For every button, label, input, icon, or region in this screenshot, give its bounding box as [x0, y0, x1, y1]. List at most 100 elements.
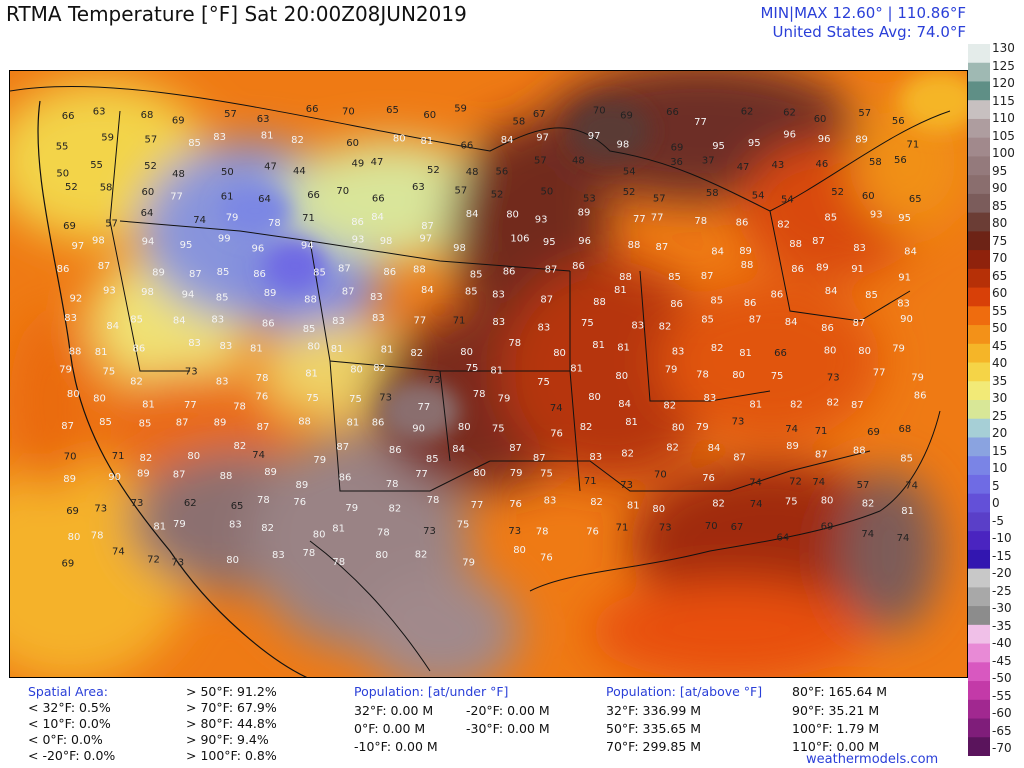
station-temp-label: 89: [137, 469, 150, 480]
station-temp-label: 80: [824, 345, 837, 356]
station-temp-label: 73: [171, 557, 184, 568]
station-temp-label: 89: [63, 474, 76, 485]
station-temp-label: 77: [170, 192, 183, 203]
station-temp-label: 57: [105, 219, 118, 230]
colorbar-swatch: [968, 62, 990, 83]
pop-above-1: 32°F: 336.99 M: [606, 703, 702, 718]
station-temp-label: 83: [211, 315, 224, 326]
station-temp-label: 76: [586, 527, 599, 538]
station-temp-label: 94: [182, 289, 195, 300]
station-temp-label: 85: [824, 213, 837, 224]
station-temp-label: 77: [471, 500, 484, 511]
colorbar-swatch: [968, 400, 990, 420]
station-temp-label: 84: [106, 321, 119, 332]
colorbar-tick-label: 110: [992, 111, 1015, 125]
credit-link[interactable]: weathermodels.com: [806, 752, 939, 767]
pop-above-4: 80°F: 165.64 M: [792, 684, 888, 699]
colorbar-swatch: [968, 474, 990, 495]
colorbar-tick-label: 30: [992, 391, 1008, 405]
station-temp-label: 81: [250, 343, 263, 354]
station-temp-label: 106: [510, 233, 529, 244]
station-temp-label: 84: [466, 209, 479, 220]
station-temp-label: 88: [619, 272, 632, 283]
colorbar-tick-label: 70: [992, 251, 1008, 265]
station-temp-label: 79: [345, 503, 358, 514]
colorbar-swatch: [968, 156, 990, 176]
station-temp-label: 75: [349, 394, 362, 405]
station-temp-label: 93: [535, 214, 548, 225]
station-temp-label: 84: [785, 317, 798, 328]
station-temp-label: 96: [252, 243, 265, 254]
station-temp-label: 80: [652, 504, 665, 515]
station-temp-label: 80: [226, 555, 239, 566]
colorbar-tick-label: -50: [992, 671, 1012, 685]
station-temp-label: 52: [831, 187, 844, 198]
station-temp-label: 80: [393, 134, 406, 145]
station-temp-label: 75: [457, 520, 470, 531]
station-temp-label: 65: [231, 501, 244, 512]
station-temp-label: 83: [853, 243, 866, 254]
colorbar-swatch: [968, 325, 990, 345]
temperature-map[interactable]: 66 63 68 69 57 63 66 70 65 60 59 58 67 70 69 66 77 62 62 60…: [9, 70, 968, 678]
colorbar-swatch: [968, 175, 990, 195]
station-temp-label: 86: [771, 289, 784, 300]
colorbar-tick-label: 65: [992, 268, 1008, 283]
station-temp-label: 86: [503, 266, 516, 277]
colorbar-swatch: [968, 549, 990, 570]
station-temp-label: 83: [220, 341, 233, 352]
colorbar-tick-label: -15: [992, 548, 1012, 563]
station-temp-label: 83: [672, 347, 685, 358]
station-temp-label: 78: [696, 370, 709, 381]
station-temp-label: 66: [666, 107, 679, 118]
station-temp-label: 75: [581, 318, 594, 329]
station-temp-label: 81: [614, 285, 627, 296]
station-temp-label: 82: [659, 321, 672, 332]
station-temp-label: 83: [332, 316, 345, 327]
colorbar-swatch: [968, 44, 990, 64]
spatial-left-2: < 10°F: 0.0%: [28, 716, 111, 731]
station-temp-label: 69: [867, 427, 880, 438]
station-temp-label: 81: [331, 344, 344, 355]
station-temp-label: 83: [272, 550, 285, 561]
station-temp-label: 83: [704, 393, 717, 404]
station-temp-label: 93: [103, 286, 116, 297]
colorbar-swatch: [968, 643, 990, 663]
station-temp-label: 74: [749, 478, 762, 489]
pop-above-5: 90°F: 35.21 M: [792, 703, 880, 718]
colorbar-tick-label: -20: [992, 566, 1012, 580]
station-temp-label: 88: [628, 240, 641, 251]
station-temp-label: 79: [313, 455, 326, 466]
pop-above-title: Population: [at/above °F]: [606, 684, 763, 699]
station-temp-label: 84: [711, 246, 724, 257]
station-temp-label: 70: [336, 186, 349, 197]
spatial-left-1: < 32°F: 0.5%: [28, 700, 111, 715]
station-temp-label: 60: [142, 187, 155, 198]
station-temp-label: 87: [733, 452, 746, 463]
station-temp-label: 36: [670, 157, 683, 168]
station-temp-label: 80: [858, 346, 871, 357]
station-temp-label: 80: [513, 545, 526, 556]
pop-above-2: 50°F: 335.65 M: [606, 721, 702, 736]
station-temp-label: 78: [508, 338, 521, 349]
station-temp-label: 86: [821, 323, 834, 334]
station-temp-label: 76: [540, 553, 553, 564]
station-temp-label: 99: [218, 233, 231, 244]
station-temp-label: 87: [815, 450, 828, 461]
station-temp-label: 88: [593, 297, 606, 308]
station-temp-label: 98: [141, 287, 154, 298]
station-temp-label: 81: [749, 400, 762, 411]
station-temp-label: 76: [509, 499, 522, 510]
station-temp-label: 80: [506, 209, 519, 220]
colorbar-swatch: [968, 531, 990, 551]
colorbar-tick-label: -35: [992, 618, 1012, 633]
station-temp-label: 71: [616, 522, 629, 533]
station-temp-label: 87: [336, 442, 349, 453]
station-temp-label: 80: [187, 451, 200, 462]
colorbar-swatch: [968, 137, 990, 158]
colorbar-swatch: [968, 587, 990, 607]
station-temp-label: 75: [771, 371, 784, 382]
station-temp-label: 69: [671, 143, 684, 154]
station-temp-label: 69: [620, 111, 633, 122]
station-temp-label: 85: [465, 286, 478, 297]
colorbar-swatch: [968, 306, 990, 326]
